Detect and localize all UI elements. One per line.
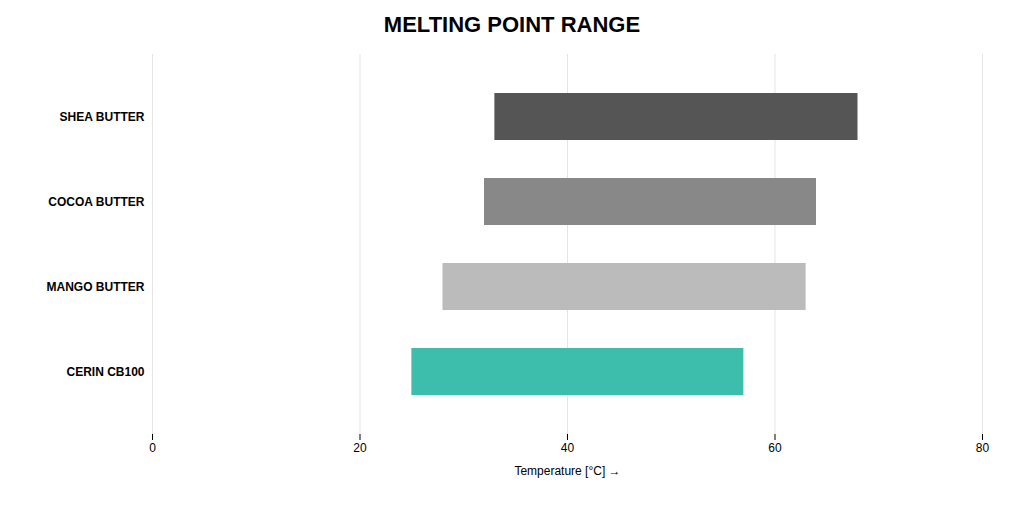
svg-text:40: 40 xyxy=(561,441,575,455)
svg-text:MANGO BUTTER: MANGO BUTTER xyxy=(47,280,145,294)
svg-text:Temperature [°C] →: Temperature [°C] → xyxy=(514,464,620,478)
svg-text:20: 20 xyxy=(353,441,367,455)
svg-text:0: 0 xyxy=(149,441,156,455)
svg-text:60: 60 xyxy=(768,441,782,455)
svg-text:CERIN CB100: CERIN CB100 xyxy=(66,365,144,379)
svg-text:COCOA BUTTER: COCOA BUTTER xyxy=(48,195,145,209)
svg-text:SHEA BUTTER: SHEA BUTTER xyxy=(60,110,145,124)
svg-text:80: 80 xyxy=(976,441,990,455)
html-text:MELTING POINT RANGE: MELTING POINT RANGE xyxy=(383,12,641,37)
